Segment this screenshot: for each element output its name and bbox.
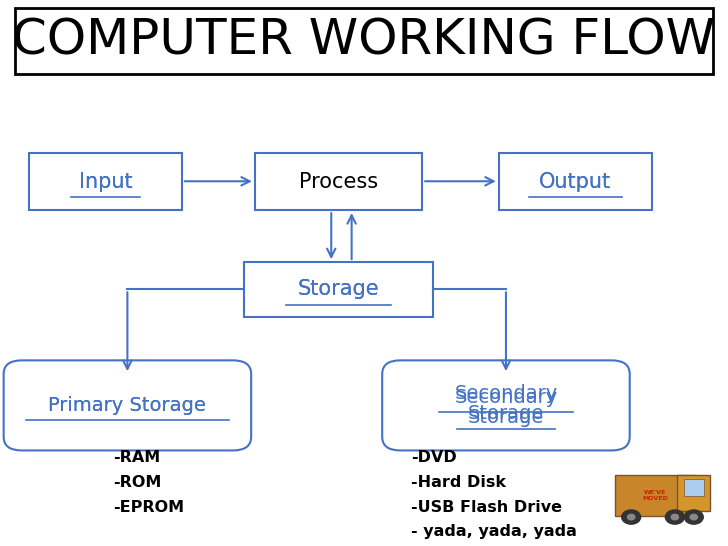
Circle shape [671,514,678,520]
FancyBboxPatch shape [677,475,710,511]
FancyBboxPatch shape [615,475,695,516]
Circle shape [622,510,641,524]
FancyBboxPatch shape [255,153,422,210]
FancyBboxPatch shape [382,360,630,450]
Text: WE'VE
MOVED: WE'VE MOVED [642,490,668,501]
Text: Output: Output [539,171,612,192]
Text: Secondary
Storage: Secondary Storage [454,384,558,426]
FancyBboxPatch shape [244,262,433,317]
Circle shape [690,514,697,520]
Text: -RAM: -RAM [113,450,160,465]
Text: -ROM: -ROM [113,475,161,490]
FancyBboxPatch shape [499,153,652,210]
Text: Primary Storage: Primary Storage [49,396,206,415]
Text: Input: Input [79,171,132,192]
Text: -Hard Disk: -Hard Disk [411,475,506,490]
Text: Output: Output [539,171,612,192]
FancyBboxPatch shape [15,8,713,74]
Text: -EPROM: -EPROM [113,500,184,514]
Text: - yada, yada, yada: - yada, yada, yada [411,524,577,539]
Text: Storage: Storage [298,280,379,299]
Text: Secondary: Secondary [454,388,558,407]
FancyBboxPatch shape [29,153,182,210]
Text: Process: Process [299,171,378,192]
Text: -USB Flash Drive: -USB Flash Drive [411,500,562,514]
FancyBboxPatch shape [4,360,251,450]
Text: Storage: Storage [468,404,544,423]
Text: COMPUTER WORKING FLOW: COMPUTER WORKING FLOW [12,17,716,65]
Text: Storage: Storage [298,280,379,299]
FancyBboxPatch shape [684,479,704,496]
Circle shape [665,510,684,524]
Text: Input: Input [79,171,132,192]
Text: Primary Storage: Primary Storage [49,396,206,415]
Circle shape [628,514,635,520]
Circle shape [684,510,703,524]
Text: -DVD: -DVD [411,450,457,465]
